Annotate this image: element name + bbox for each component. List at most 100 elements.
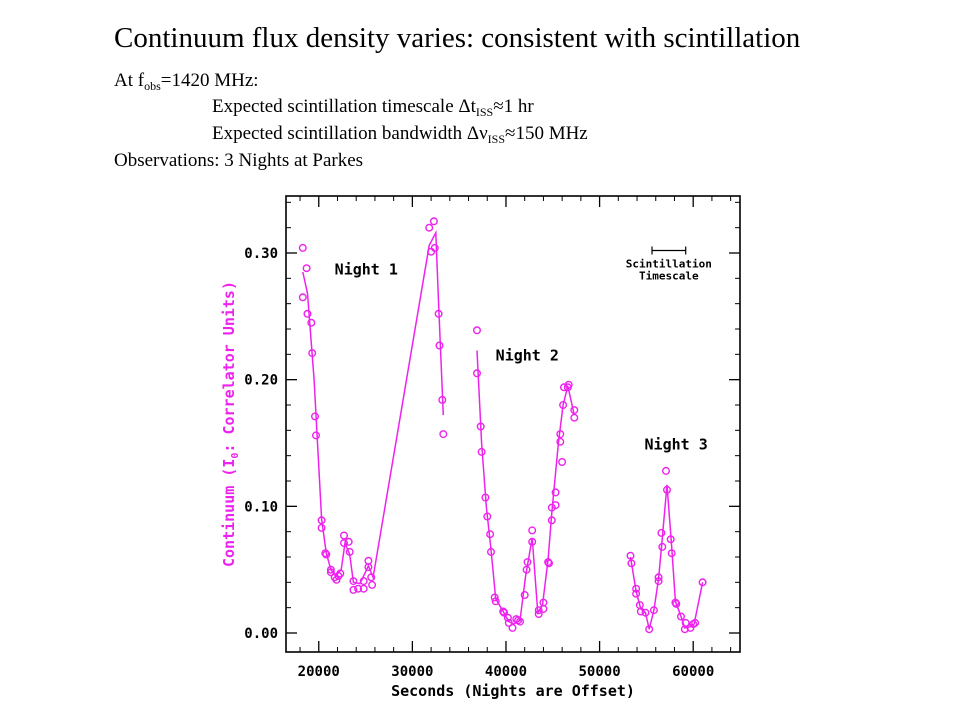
data-point xyxy=(368,580,377,589)
data-point xyxy=(654,577,663,586)
data-point xyxy=(570,406,579,415)
data-point xyxy=(636,607,645,616)
night-label: Night 2 xyxy=(496,347,559,365)
data-point xyxy=(344,537,353,546)
data-point xyxy=(499,607,508,616)
x-tick-label: 40000 xyxy=(485,664,527,680)
data-point xyxy=(307,318,316,327)
data-point xyxy=(298,293,307,302)
data-point xyxy=(528,526,537,535)
night-label: Night 1 xyxy=(335,261,398,279)
data-point xyxy=(663,485,672,494)
scale-bar-label: Scintillation xyxy=(626,257,712,270)
y-tick-label: 0.00 xyxy=(244,626,278,642)
data-point xyxy=(556,430,565,439)
data-point xyxy=(487,547,496,556)
observations-line: Observations: 3 Nights at Parkes xyxy=(114,150,364,171)
y-tick-labels: 0.00 0.10 0.20 0.30 xyxy=(244,246,278,642)
data-point xyxy=(308,349,317,358)
data-point xyxy=(476,422,485,431)
data-point xyxy=(349,577,358,586)
data-point xyxy=(666,535,675,544)
data-point xyxy=(632,589,641,598)
axis-ticks xyxy=(286,196,740,652)
data-point xyxy=(667,549,676,558)
data-point xyxy=(522,565,531,574)
data-point xyxy=(435,341,444,350)
data-point xyxy=(364,556,373,565)
data-point xyxy=(317,523,326,532)
data-point xyxy=(302,264,311,273)
data-point xyxy=(658,542,667,551)
data-point xyxy=(523,558,532,567)
data-point xyxy=(559,400,568,409)
data-point xyxy=(336,569,345,578)
data-point xyxy=(570,413,579,422)
series-lines xyxy=(302,229,704,630)
data-point xyxy=(326,565,335,574)
data-point xyxy=(321,549,330,558)
data-point xyxy=(486,530,495,539)
data-point xyxy=(477,447,486,456)
timescale-line: Expected scintillation timescale ΔtISS≈1… xyxy=(212,96,534,119)
data-point xyxy=(551,488,560,497)
data-point xyxy=(508,623,517,632)
data-point xyxy=(326,568,335,577)
flux-chart: 20000 30000 40000 50000 60000 0.000.100.200.… xyxy=(220,195,741,700)
data-point xyxy=(332,575,341,584)
data-point xyxy=(430,243,439,252)
x-axis-label: Seconds (Nights are Offset) xyxy=(391,682,635,700)
data-point xyxy=(354,584,363,593)
data-point xyxy=(551,501,560,510)
data-point xyxy=(627,559,636,568)
frequency-line: At fobs=1420 MHz: xyxy=(114,70,259,93)
slide-title: Continuum flux density varies: consisten… xyxy=(114,22,801,54)
data-point xyxy=(677,612,686,621)
data-point xyxy=(539,604,548,613)
x-tick-label: 50000 xyxy=(579,664,621,680)
data-point xyxy=(438,395,447,404)
data-point xyxy=(534,606,543,615)
data-point xyxy=(545,559,554,568)
data-point xyxy=(534,610,543,619)
data-point xyxy=(439,430,448,439)
series-line xyxy=(476,350,576,625)
data-point xyxy=(662,466,671,475)
y-axis-label: Continuum (I0: Correlator Units) xyxy=(220,281,241,567)
data-point xyxy=(491,597,500,606)
data-point xyxy=(672,599,681,608)
y-tick-label: 0.10 xyxy=(244,499,278,515)
data-point xyxy=(367,573,376,582)
data-point xyxy=(504,618,513,627)
data-point xyxy=(520,591,529,600)
data-point xyxy=(645,625,654,634)
data-point xyxy=(698,578,707,587)
data-point xyxy=(298,243,307,252)
night-label: Night 3 xyxy=(645,435,708,453)
night-annotations: Night 1 Night 2 Night 3 xyxy=(335,261,708,454)
data-point xyxy=(429,217,438,226)
data-point xyxy=(564,380,573,389)
data-point xyxy=(657,528,666,537)
data-point xyxy=(359,577,368,586)
data-point xyxy=(359,584,368,593)
data-point xyxy=(310,412,319,421)
x-tick-label: 20000 xyxy=(298,664,340,680)
y-tick-label: 0.20 xyxy=(244,373,278,389)
scale-bar-label: Timescale xyxy=(639,269,699,282)
data-point xyxy=(556,437,565,446)
data-point xyxy=(500,608,509,617)
data-point xyxy=(473,326,482,335)
series-points xyxy=(298,217,707,634)
data-point xyxy=(544,558,553,567)
data-point xyxy=(558,458,567,467)
data-point xyxy=(339,539,348,548)
data-point xyxy=(641,608,650,617)
data-point xyxy=(345,547,354,556)
data-point xyxy=(311,431,320,440)
data-point xyxy=(490,593,499,602)
data-point xyxy=(483,512,492,521)
x-tick-label: 30000 xyxy=(391,664,433,680)
data-point xyxy=(503,613,512,622)
data-point xyxy=(626,551,635,560)
